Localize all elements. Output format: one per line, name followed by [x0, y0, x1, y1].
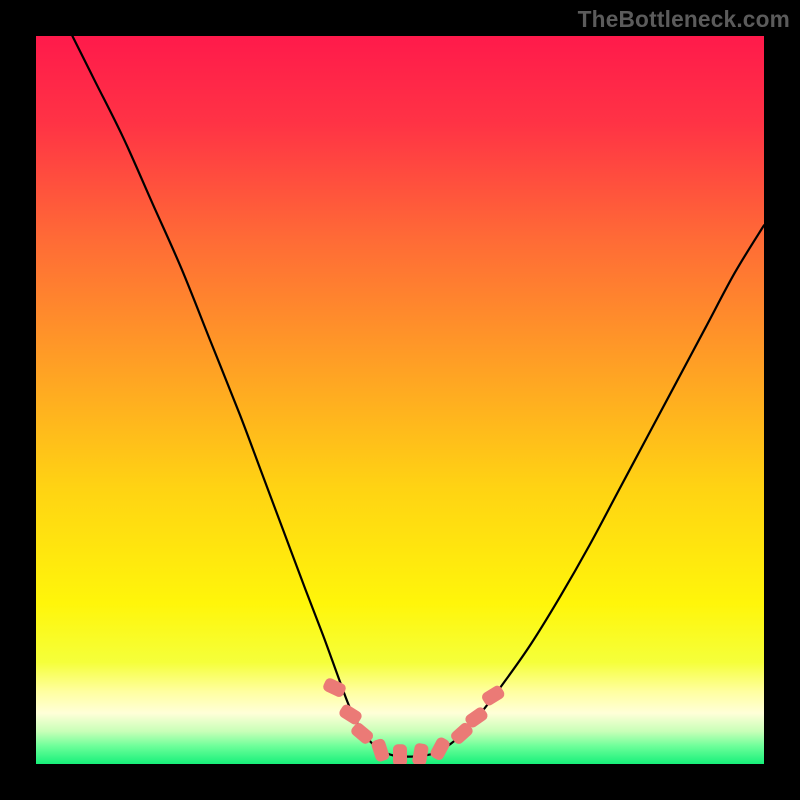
chart-svg — [36, 36, 764, 764]
gradient-background — [36, 36, 764, 764]
chart-plot-area — [36, 36, 764, 764]
marker-4 — [393, 744, 407, 764]
watermark-text: TheBottleneck.com — [578, 6, 790, 33]
chart-frame: TheBottleneck.com — [0, 0, 800, 800]
